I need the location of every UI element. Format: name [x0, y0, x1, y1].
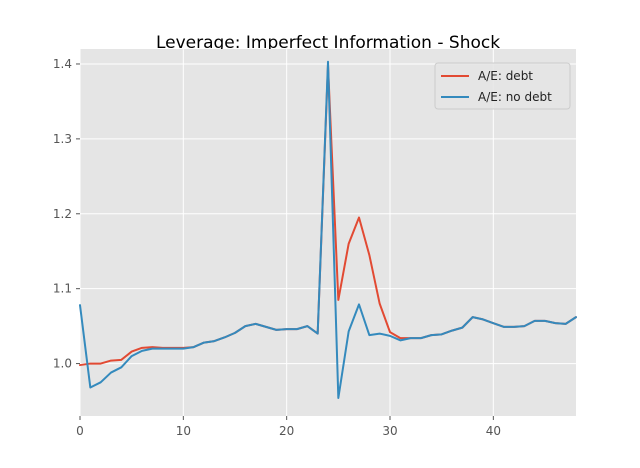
grid-lines [79, 49, 576, 416]
legend: A/E: debt A/E: no debt [434, 62, 571, 110]
y-tick-label: 1.0 [53, 357, 72, 371]
x-tick-label: 40 [486, 424, 501, 438]
series-line-no-debt [79, 60, 577, 400]
y-tick-label: 1.4 [53, 57, 72, 71]
y-tick-label: 1.1 [53, 282, 72, 296]
x-tick-label: 0 [76, 424, 84, 438]
chart-title: Leverage: Imperfect Information - Shock [156, 33, 500, 53]
axis-ticks: 0 10 20 30 40 1.0 1.1 1.2 1.3 1.4 [53, 57, 501, 438]
legend-label: A/E: no debt [478, 90, 552, 104]
x-tick-label: 30 [382, 424, 397, 438]
x-tick-label: 10 [176, 424, 191, 438]
y-tick-label: 1.3 [53, 132, 72, 146]
y-tick-label: 1.2 [53, 207, 72, 221]
series-layer [79, 60, 577, 400]
legend-label: A/E: debt [478, 69, 533, 83]
x-tick-label: 20 [279, 424, 294, 438]
